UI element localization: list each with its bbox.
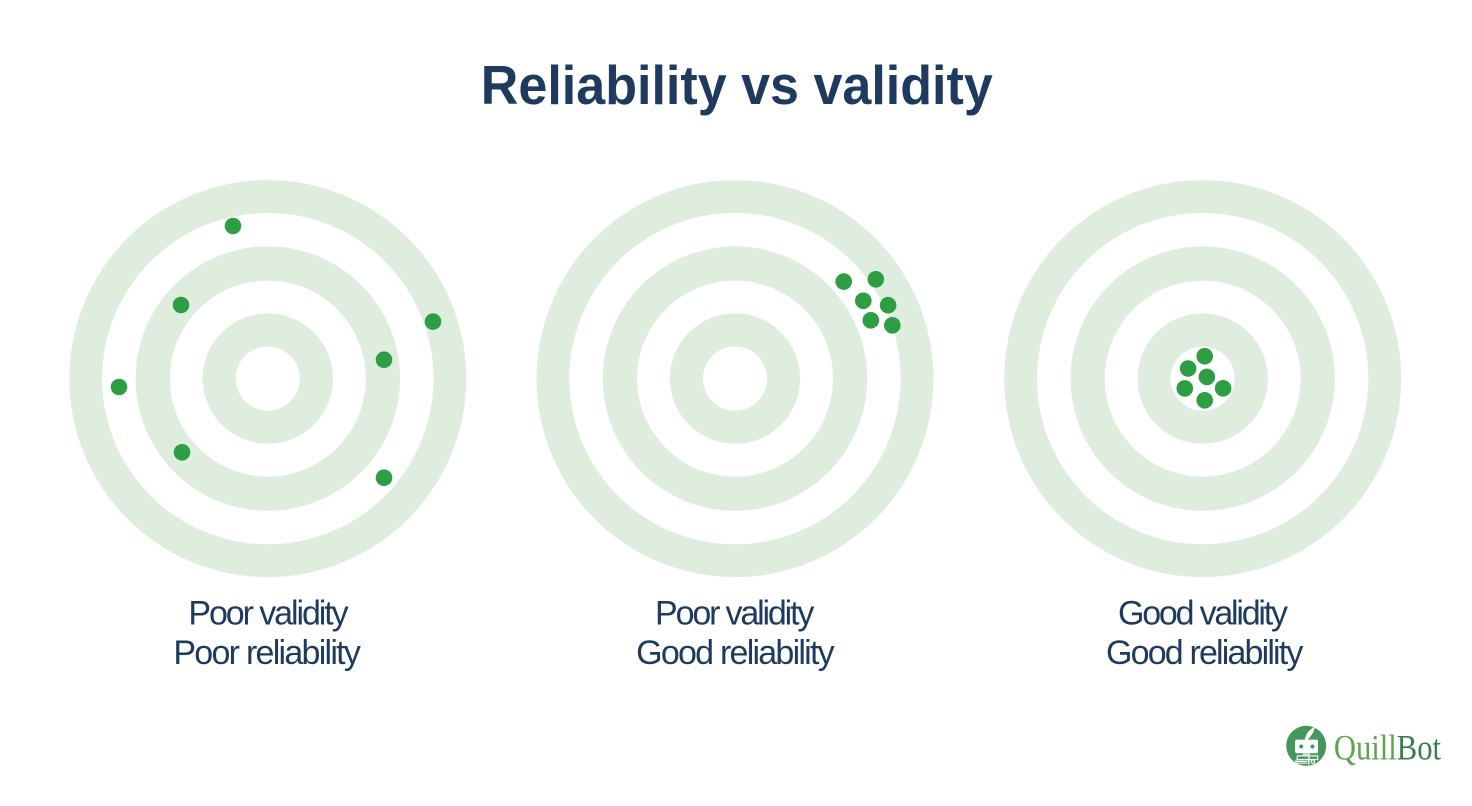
svg-text:Poor validity: Poor validity: [655, 594, 814, 632]
svg-text:Poor reliability: Poor reliability: [173, 634, 361, 672]
svg-text:Reliability vs validity: Reliability vs validity: [481, 54, 993, 116]
svg-text:Good validity: Good validity: [1118, 594, 1288, 632]
svg-text:Good reliability: Good reliability: [636, 634, 835, 672]
svg-text:Good reliability: Good reliability: [1106, 634, 1303, 672]
svg-text:Poor validity: Poor validity: [188, 594, 348, 632]
svg-text:QuillBot: QuillBot: [1334, 728, 1441, 768]
